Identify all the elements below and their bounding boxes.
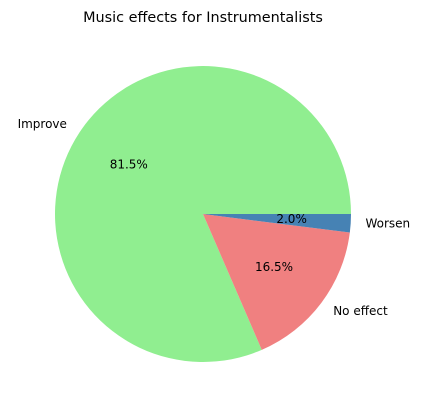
slice-no-effect (203, 214, 350, 350)
slice-label-no-effect: No effect (333, 304, 388, 318)
pct-label-improve: 81.5% (110, 158, 148, 172)
chart-title: Music effects for Instrumentalists (83, 10, 323, 26)
slice-worsen (203, 214, 351, 233)
slice-label-worsen: Worsen (365, 217, 410, 231)
pct-label-worsen: 2.0% (276, 212, 307, 226)
slice-label-improve: Improve (18, 117, 67, 131)
pct-label-no-effect: 16.5% (255, 260, 293, 274)
slice-improve (54, 66, 351, 363)
pie-labels: Improve 81.5% No effect 16.5% Worsen 2.0% (18, 117, 411, 318)
pie-slices (54, 66, 351, 363)
